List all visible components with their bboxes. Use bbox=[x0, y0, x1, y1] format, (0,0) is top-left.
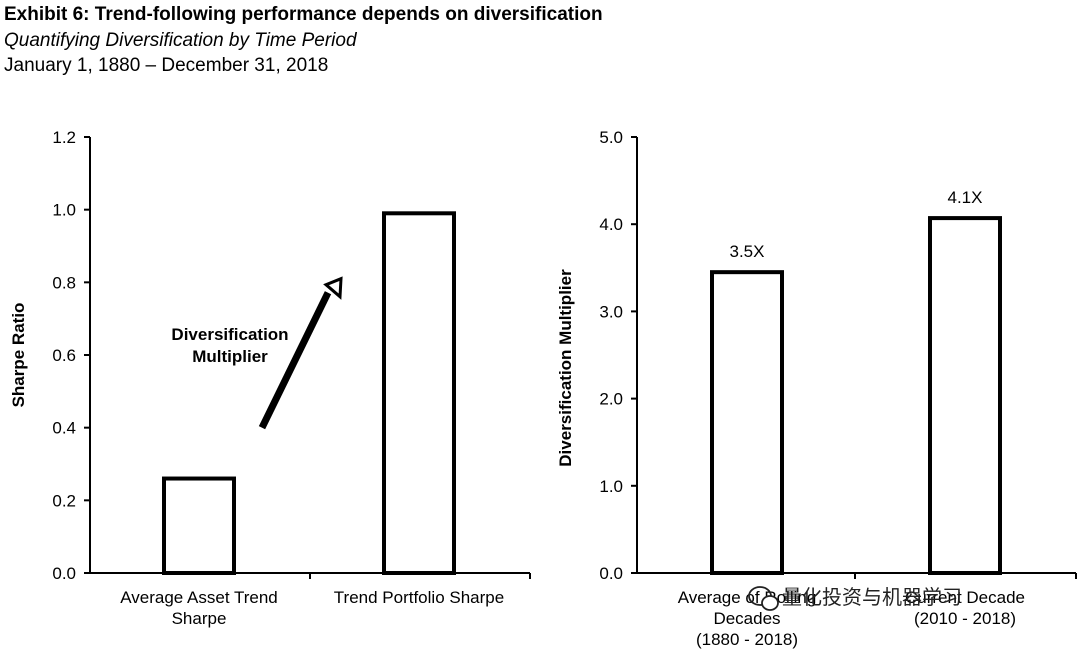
left-chart-y-tick-label: 0.2 bbox=[52, 491, 76, 510]
left-chart-y-tick-label: 0.0 bbox=[52, 564, 76, 583]
watermark-text: 量化投资与机器学习 bbox=[782, 586, 962, 609]
chart-subtitle: Quantifying Diversification by Time Peri… bbox=[4, 30, 357, 51]
right-chart-bar bbox=[710, 270, 784, 575]
right-chart-category-label: Average of Rolling bbox=[678, 588, 817, 607]
right-chart-category-label: (2010 - 2018) bbox=[914, 609, 1016, 628]
right-chart-y-axis-label: Diversification Multiplier bbox=[556, 269, 575, 467]
left-chart-bar bbox=[382, 211, 456, 576]
left-chart-annotation: Diversification bbox=[171, 325, 288, 344]
left-chart-bar bbox=[162, 476, 236, 575]
left-chart-y-tick-label: 0.4 bbox=[52, 419, 76, 438]
watermark: 量化投资与机器学习 bbox=[748, 586, 962, 611]
left-chart-y-tick-label: 0.6 bbox=[52, 346, 76, 365]
date-range: January 1, 1880 – December 31, 2018 bbox=[4, 55, 329, 76]
left-chart-y-tick-label: 1.2 bbox=[52, 128, 76, 147]
right-chart-category-label: Current Decade bbox=[905, 588, 1025, 607]
right-chart-y-tick-label: 4.0 bbox=[599, 215, 623, 234]
right-chart-data-label: 4.1X bbox=[948, 188, 983, 207]
right-chart-bar bbox=[928, 216, 1002, 575]
right-chart-data-label: 3.5X bbox=[730, 242, 765, 261]
chart-title: Exhibit 6: Trend-following performance d… bbox=[4, 4, 603, 25]
sharpe-ratio-chart: 0.0 0.2 0.4 0.6 0.8 1.0 1.2 Average Asset Trend… bbox=[9, 128, 531, 628]
right-chart-y-tick-label: 0.0 bbox=[599, 564, 623, 583]
right-chart-y-tick-label: 2.0 bbox=[599, 390, 623, 409]
left-chart-y-tick-label: 1.0 bbox=[52, 201, 76, 220]
left-chart-category-label: Trend Portfolio Sharpe bbox=[334, 588, 504, 607]
left-chart-category-label: Sharpe bbox=[172, 609, 227, 628]
right-chart-y-tick-label: 1.0 bbox=[599, 477, 623, 496]
right-chart-category-label: Decades bbox=[713, 609, 780, 628]
left-chart-y-tick-label: 0.8 bbox=[52, 273, 76, 292]
right-chart-y-tick-label: 5.0 bbox=[599, 128, 623, 147]
right-chart-y-tick-label: 3.0 bbox=[599, 302, 623, 321]
left-chart-arrow-shaft bbox=[258, 291, 332, 430]
left-chart-y-axis-label: Sharpe Ratio bbox=[9, 303, 28, 408]
wechat-icon bbox=[748, 586, 779, 611]
right-chart-category-label: (1880 - 2018) bbox=[696, 630, 798, 649]
left-chart-arrow-head bbox=[323, 276, 343, 300]
left-chart-category-label: Average Asset Trend bbox=[120, 588, 278, 607]
diversification-multiplier-chart: 0.0 1.0 2.0 3.0 4.0 5.0 3.5X Average of Rolling… bbox=[556, 128, 1077, 649]
left-chart-annotation: Multiplier bbox=[192, 347, 268, 366]
